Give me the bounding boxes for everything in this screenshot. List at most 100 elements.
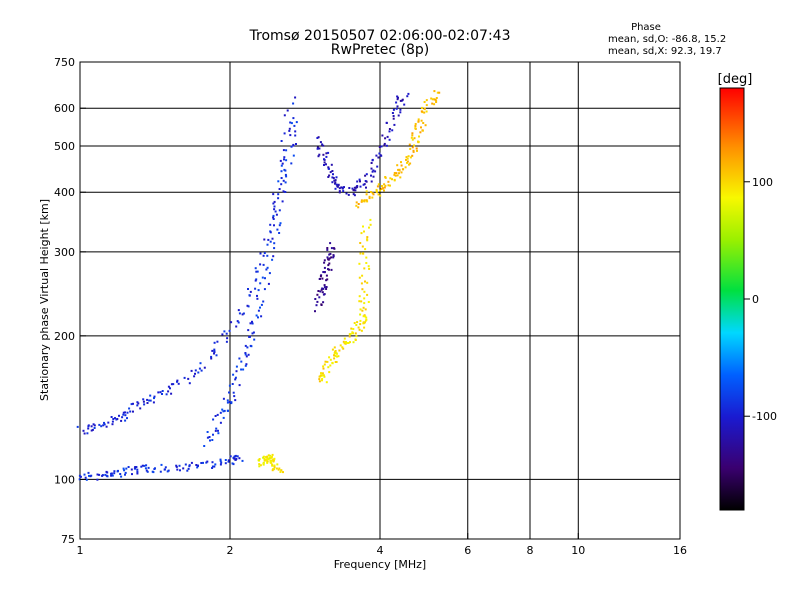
data-point (370, 174, 372, 177)
data-point (385, 144, 388, 147)
data-point (142, 400, 145, 403)
data-point (136, 470, 139, 473)
data-point (132, 410, 134, 413)
data-point (334, 181, 337, 184)
data-point (384, 184, 387, 187)
data-point (224, 459, 227, 461)
data-point (317, 136, 320, 139)
data-point (417, 140, 420, 143)
data-point (224, 462, 227, 465)
data-point (363, 326, 366, 329)
data-point (409, 156, 412, 159)
data-point (237, 309, 240, 312)
data-point (157, 391, 160, 394)
data-point (215, 427, 218, 430)
data-point (131, 473, 133, 476)
data-point (356, 186, 359, 189)
data-point (219, 459, 222, 462)
data-point (259, 306, 261, 309)
data-point (399, 99, 402, 102)
data-point (225, 332, 228, 335)
data-point (269, 461, 272, 464)
data-point (404, 166, 407, 169)
data-point (223, 330, 226, 333)
data-point (110, 416, 113, 418)
data-point (266, 243, 269, 246)
data-point (176, 380, 178, 383)
data-point (414, 125, 417, 127)
data-point (248, 335, 251, 338)
data-point (271, 237, 274, 240)
data-point (153, 397, 155, 400)
data-point (261, 276, 264, 279)
data-point (283, 158, 285, 161)
data-point (285, 175, 288, 178)
data-point (271, 463, 274, 466)
data-point (273, 205, 276, 208)
data-point (284, 181, 287, 184)
data-point (363, 314, 366, 317)
data-point (433, 103, 436, 106)
data-point (263, 252, 266, 254)
data-point (363, 199, 366, 202)
data-point (279, 222, 282, 225)
data-point (348, 335, 351, 338)
data-point (368, 197, 371, 200)
data-point (130, 403, 133, 406)
data-point (273, 242, 276, 245)
data-point (114, 417, 116, 420)
data-point (406, 161, 408, 164)
data-point (141, 464, 144, 467)
data-point (215, 354, 218, 357)
data-point (399, 108, 402, 111)
data-point (278, 232, 281, 234)
x-tick-label: 2 (227, 544, 234, 557)
data-point (383, 142, 386, 145)
data-point (282, 471, 284, 474)
data-point (331, 348, 334, 351)
data-point (273, 464, 276, 467)
data-point (398, 172, 400, 175)
data-point (283, 132, 286, 135)
data-point (319, 290, 322, 293)
data-point (420, 110, 423, 113)
data-point (145, 464, 148, 467)
data-point (90, 474, 93, 477)
y-tick-label: 400 (54, 186, 75, 199)
data-point (129, 410, 132, 413)
data-point (136, 401, 139, 404)
data-point (285, 159, 288, 162)
data-point (256, 270, 259, 273)
data-point (374, 170, 377, 173)
y-tick-label: 600 (54, 102, 75, 115)
data-point (127, 466, 130, 468)
data-point (194, 369, 197, 372)
data-point (322, 374, 325, 377)
data-point (258, 458, 261, 460)
data-point (255, 278, 258, 281)
data-point (425, 110, 428, 113)
data-point (349, 333, 352, 336)
data-point (249, 322, 252, 325)
data-point (126, 411, 129, 414)
data-point (111, 423, 114, 426)
data-point (211, 439, 214, 441)
data-point (190, 369, 193, 372)
data-point (273, 468, 276, 471)
data-point (247, 305, 250, 308)
data-point (272, 458, 275, 461)
data-point (366, 293, 369, 296)
data-point (316, 293, 319, 296)
data-point (266, 455, 269, 458)
data-point (247, 329, 250, 332)
data-point (257, 316, 259, 319)
data-point (258, 465, 261, 468)
data-point (295, 143, 297, 145)
data-point (273, 247, 276, 250)
data-point (146, 398, 149, 401)
data-point (356, 321, 359, 324)
data-point (238, 457, 241, 460)
data-point (199, 362, 202, 365)
colorbar-tick-label: -100 (752, 410, 777, 423)
data-point (259, 263, 262, 266)
